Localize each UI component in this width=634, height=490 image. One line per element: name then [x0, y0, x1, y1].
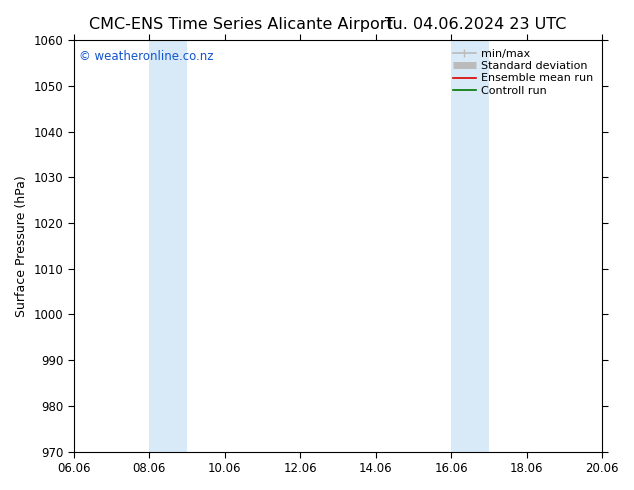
Text: Tu. 04.06.2024 23 UTC: Tu. 04.06.2024 23 UTC	[385, 17, 566, 32]
Text: © weatheronline.co.nz: © weatheronline.co.nz	[79, 50, 214, 63]
Y-axis label: Surface Pressure (hPa): Surface Pressure (hPa)	[15, 175, 28, 317]
Bar	[149, 40, 187, 452]
Text: CMC-ENS Time Series Alicante Airport: CMC-ENS Time Series Alicante Airport	[89, 17, 393, 32]
Bar	[451, 40, 489, 452]
Legend: min/max, Standard deviation, Ensemble mean run, Controll run: min/max, Standard deviation, Ensemble me…	[450, 46, 597, 99]
